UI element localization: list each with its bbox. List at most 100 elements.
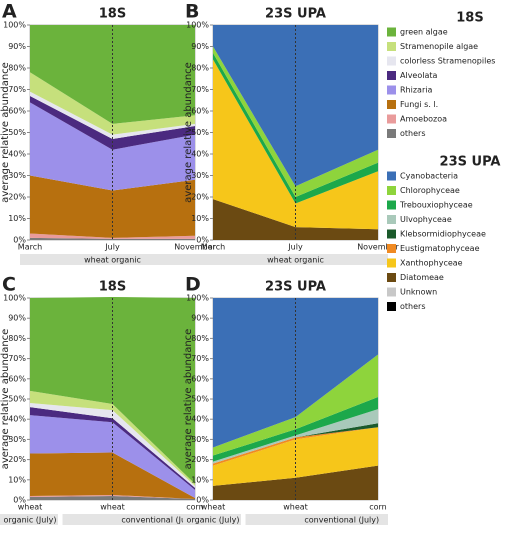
legend-label: Trebouxiophyceae [399,201,473,210]
x-tick-label: wheat [100,503,125,512]
legend-label: colorless Stramenopiles [400,57,495,66]
y-tick-label: 100% [186,21,209,30]
legend-swatch [387,114,396,124]
legend-label: Ulvophyceae [400,215,452,224]
x-tick-label: corn [186,503,204,512]
legend-swatch [387,258,396,268]
y-tick-label: 40% [191,415,209,424]
y-tick-label: 80% [8,64,26,73]
y-tick-label: 60% [8,107,26,116]
area [30,407,195,490]
y-tick-label: 100% [3,21,26,30]
legend-label: Eustigmatophyceae [400,244,480,253]
y-tick-label: 50% [8,128,26,137]
y-tick-label: 10% [191,214,209,223]
area [213,298,378,448]
area [30,102,195,191]
area [30,233,195,239]
y-tick-label: 50% [8,395,26,404]
area [213,354,378,456]
y-tick-label: 0% [196,236,209,245]
y-tick-label: 70% [191,85,209,94]
area [30,95,195,150]
y-axis-label: average relative abundance [0,62,11,203]
legend-swatch [387,215,396,224]
area [213,423,378,464]
y-tick-label: 90% [8,314,26,323]
x-tick-label: corn [369,503,387,512]
y-tick-label: 70% [8,85,26,94]
y-tick-label: 40% [191,150,209,159]
y-tick-label: 60% [8,374,26,383]
group-band [20,254,205,265]
y-tick-label: 10% [8,475,26,484]
y-tick-label: 40% [8,415,26,424]
legend-swatch [387,85,396,95]
legend-swatch [387,71,396,80]
y-tick-label: 100% [186,294,209,303]
group-band [0,514,58,525]
group-label: wheat organic [84,256,141,265]
y-tick-label: 60% [191,374,209,383]
legend-label: Amoebozoa [400,115,447,124]
chart-title: 18S [99,280,126,295]
legend-label: Unknown [400,288,437,297]
y-axis-label: average relative abundance [0,329,11,470]
y-axis-label: average relative abundance [183,329,194,470]
panel-letter: B [185,1,199,23]
group-label: organic (July) [4,516,57,525]
x-tick-label: wheat [201,503,226,512]
x-tick-label: July [104,243,120,252]
legend-title: 23S UPA [440,155,501,170]
y-axis-label: average relative abundance [183,62,194,203]
area [30,415,195,498]
y-tick-label: 0% [13,236,26,245]
y-tick-label: 20% [191,455,209,464]
y-tick-label: 10% [8,214,26,223]
area [213,409,378,464]
legend-swatch [387,273,396,282]
legend-swatch [387,42,396,51]
legend-title: 18S [456,11,483,26]
y-tick-label: 80% [8,334,26,343]
group-band [245,514,388,525]
legend-label: Cyanobacteria [400,172,458,181]
y-tick-label: 50% [191,128,209,137]
y-tick-label: 0% [196,496,209,505]
legend-swatch [387,200,396,210]
y-tick-label: 90% [8,42,26,51]
y-tick-label: 90% [191,42,209,51]
legend-label: Xanthophyceae [400,259,463,268]
legend-swatch [387,27,396,37]
area [213,199,378,240]
y-tick-label: 50% [191,395,209,404]
legend-swatch [387,244,396,253]
group-band [203,254,388,265]
group-band [183,514,241,525]
panel-letter: A [2,1,17,23]
y-tick-label: 20% [8,193,26,202]
legend-swatch [387,171,396,181]
area [213,427,378,486]
x-tick-label: wheat [283,503,308,512]
panel-letter: D [185,274,201,296]
group-band [62,514,205,525]
legend-label: green algae [400,28,448,37]
x-tick-label: March [18,243,42,252]
area [213,59,378,230]
legend-label: Klebsormidiophyceae [400,230,486,239]
y-tick-label: 30% [8,171,26,180]
group-label: conventional (July) [121,516,196,525]
legend-swatch [387,229,396,239]
chart-title: 23S UPA [265,280,326,295]
x-tick-label: July [287,243,303,252]
y-tick-label: 10% [191,475,209,484]
legend-swatch [387,100,396,109]
y-tick-label: 30% [8,435,26,444]
y-tick-label: 80% [191,334,209,343]
legend-swatch [387,287,396,297]
chart-title: 18S [99,7,126,22]
area [30,390,195,486]
x-tick-label: March [201,243,225,252]
